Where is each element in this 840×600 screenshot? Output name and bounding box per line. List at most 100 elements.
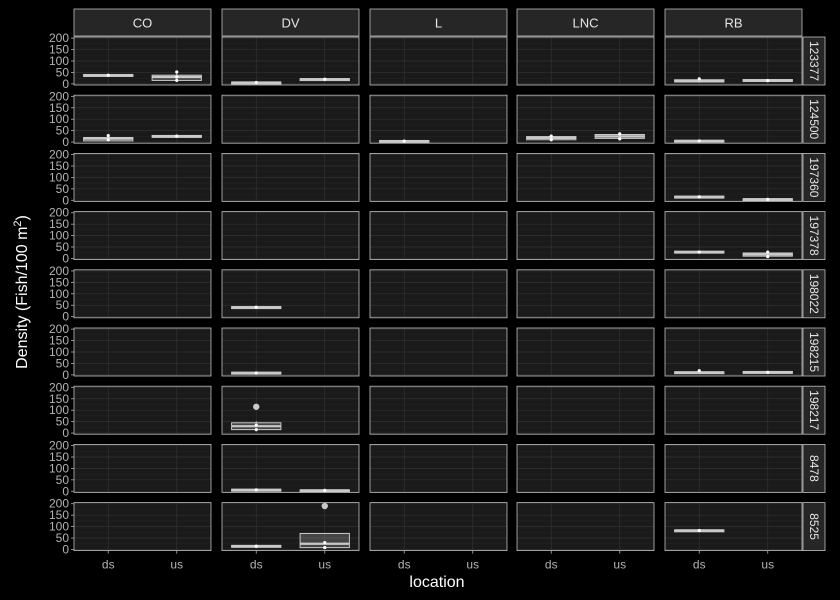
panel-border [516,211,655,261]
data-point [766,79,770,83]
panel-border [516,502,655,552]
y-tick-label: 0 [62,193,69,207]
box-co-123377-ds [83,73,134,77]
y-axis-title-main: Density (Fish/100 m [14,227,31,369]
row-strip-198022 [802,269,826,319]
panel-border [221,211,360,261]
data-point [323,546,327,550]
y-tick-label: 200 [49,439,69,453]
data-point [549,134,553,138]
box-dv-8478-us [299,488,350,493]
box-dv-8525-ds [231,544,282,548]
panel-rb-198217 [664,385,803,435]
y-tick-label: 100 [49,112,69,126]
panel-border [516,269,655,319]
panel-border [664,269,803,319]
panel-lnc-124500 [516,94,655,144]
panel-border [369,327,508,377]
data-point [697,77,701,81]
data-point [697,250,701,254]
panel-dv-198022 [221,269,360,319]
row-strip-198217 [802,385,826,435]
y-tick-label: 100 [49,54,69,68]
panel-border [369,502,508,552]
x-tick-label-ds: ds [102,558,115,572]
panel-border [221,327,360,377]
panel-co-8525 [73,502,212,552]
data-point [254,305,258,309]
panel-dv-8478 [221,443,360,493]
panel-dv-198215 [221,327,360,377]
y-tick-label: 150 [49,159,69,173]
data-point [254,428,258,432]
box-co-124500-ds [83,134,134,142]
x-tick-label-us: us [761,558,774,572]
y-tick-label: 150 [49,43,69,57]
panel-border [664,211,803,261]
x-tick-label-ds: ds [545,558,558,572]
row-strip-197378 [802,211,826,261]
col-strip-l [369,8,508,37]
box-dv-198215-ds [231,371,282,375]
box-rb-123377-ds [674,77,725,83]
col-strip-dv [221,8,360,37]
y-tick-label: 50 [56,182,70,196]
data-point [175,134,179,138]
panel-rb-198022 [664,269,803,319]
panel-rb-123377 [664,36,803,86]
col-strip-label-dv: DV [281,16,299,31]
y-tick-label: 0 [62,542,69,556]
y-tick-label: 150 [49,450,69,464]
y-tick-label: 50 [56,298,70,312]
panel-rb-197360 [664,152,803,202]
panel-rb-197378 [664,211,803,261]
y-tick-label: 200 [49,380,69,394]
panel-lnc-198217 [516,385,655,435]
panel-border [516,385,655,435]
data-point [254,488,258,492]
panel-border [369,385,508,435]
box-dv-123377-ds [231,80,282,85]
outlier-point [321,502,328,510]
data-point [254,371,258,375]
panel-co-198215 [73,327,212,377]
panel-border [516,443,655,493]
data-point [697,369,701,373]
box-dv-8478-ds [231,488,282,492]
panel-border [221,443,360,493]
data-point [175,78,179,83]
box-co-124500-us [151,134,202,138]
y-tick-label: 200 [49,322,69,336]
box-rb-198215-us [742,370,793,374]
panel-dv-197378 [221,211,360,261]
panel-l-198217 [369,385,508,435]
row-strip-8478 [802,443,826,493]
y-tick-label: 150 [49,508,69,522]
panel-border [664,502,803,552]
y-tick-label: 200 [49,89,69,103]
data-point [766,197,770,201]
panel-border [664,36,803,86]
facet-panels [73,36,803,552]
data-point [766,370,770,374]
col-strip-rb [664,8,803,37]
y-tick-label: 0 [62,310,69,324]
panel-l-8478 [369,443,508,493]
data-point [106,134,110,138]
y-tick-label: 100 [49,170,69,184]
panel-border [664,443,803,493]
y-tick-label: 200 [49,148,69,162]
y-tick-label: 200 [49,264,69,278]
data-point [254,423,258,427]
y-tick-label: 150 [49,392,69,406]
row-strip-label-197360: 197360 [807,157,821,197]
y-tick-label: 50 [56,240,70,254]
data-point [254,544,258,548]
panel-rb-124500 [664,94,803,144]
y-tick-label: 50 [56,65,70,79]
box-rb-197378-ds [674,250,725,254]
panel-l-123377 [369,36,508,86]
box-rb-198215-ds [674,369,725,375]
panel-dv-197360 [221,152,360,202]
